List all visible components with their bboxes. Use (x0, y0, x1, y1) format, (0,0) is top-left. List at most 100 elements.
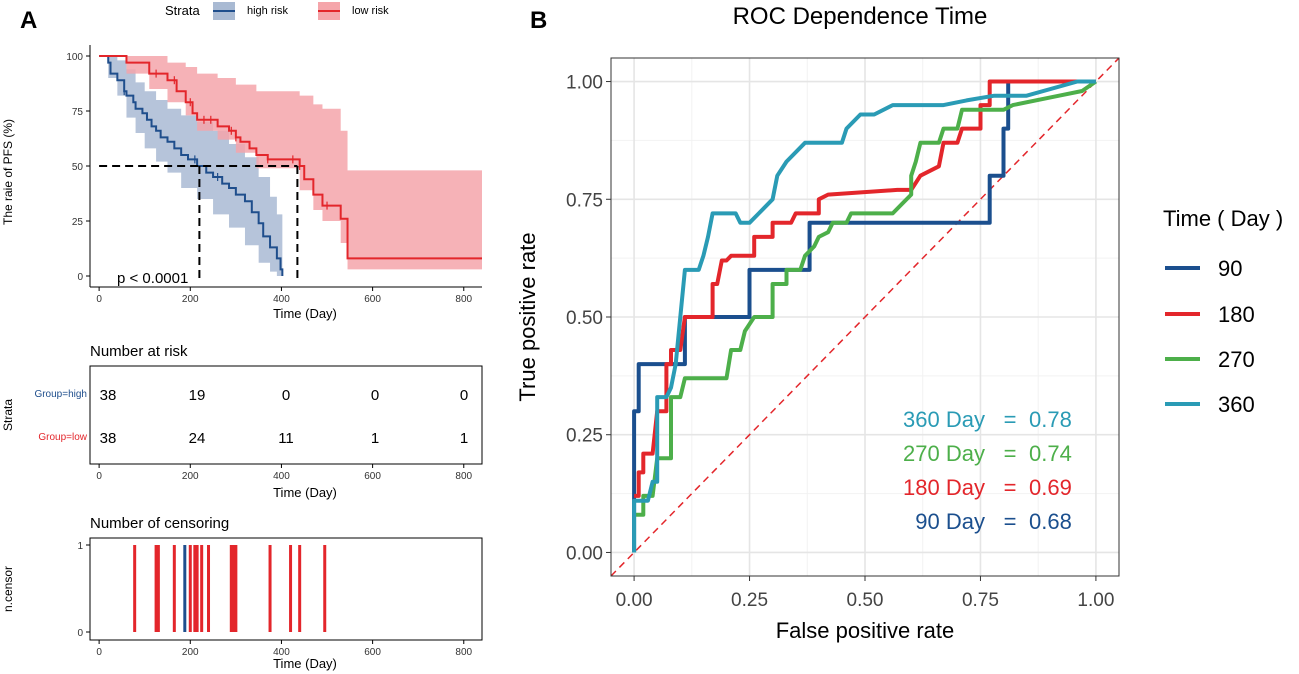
censor-bars (133, 545, 327, 632)
censor-plot: Number of censoring n.censor 0 200 400 600 8… (1, 515, 483, 671)
roc-curve-270 (634, 79, 1098, 517)
risk-cell-high-2: 0 (282, 387, 290, 404)
censor-plot-frame (89, 537, 483, 641)
risk-cell-low-4: 1 (460, 430, 468, 447)
censor-x-tick-label: 200 (182, 647, 199, 658)
km-curve-low (99, 55, 482, 260)
auc-sep-180: = (1004, 475, 1017, 500)
km-y-tick-label: 25 (72, 217, 84, 228)
km-legend-high-label: high risk (247, 5, 288, 17)
roc-legend-label-90: 90 (1218, 256, 1242, 281)
km-x-ticks: 0 200 400 600 800 (96, 287, 473, 305)
roc-y-tick-label: 1.00 (566, 73, 603, 94)
auc-label-270: 270 Day (903, 441, 985, 466)
roc-x-label: False positive rate (776, 618, 955, 643)
risk-cell-low-2: 11 (278, 430, 294, 447)
roc-y-tick-label: 0.25 (566, 426, 603, 447)
risk-cell-high-4: 0 (460, 387, 468, 404)
risk-x-tick-label: 800 (455, 471, 472, 482)
roc-chart: ROC Dependence Time 0.00 0.25 0.50 0.75 1.00… (515, 3, 1283, 643)
km-x-tick-label: 400 (273, 294, 290, 305)
roc-x-tick-label: 0.25 (731, 590, 768, 611)
risk-table-cells: 38 19 0 0 0 38 24 11 1 1 (100, 387, 469, 447)
roc-y-ticks: 0.00 0.25 0.50 0.75 1.00 (566, 73, 611, 564)
risk-row-label-low: Group=low (38, 432, 87, 443)
risk-cell-high-0: 38 (100, 387, 117, 404)
roc-reference-line (610, 57, 1120, 577)
km-band-low (99, 56, 483, 270)
km-y-tick-label: 0 (77, 272, 83, 283)
km-plot: 0 200 400 600 800 0 25 50 75 100 p < 0.0001 Time… (1, 45, 483, 321)
risk-table-title: Number at risk (90, 343, 188, 360)
roc-y-label: True positive rate (515, 232, 540, 401)
auc-value-180: 0.69 (1029, 475, 1072, 500)
panel-a-label: A (20, 7, 37, 34)
auc-sep-360: = (1004, 407, 1017, 432)
km-y-tick-label: 75 (72, 107, 84, 118)
roc-auc-annotations: 360 Day = 0.78 270 Day = 0.74 180 Day = … (903, 407, 1072, 534)
km-y-ticks: 0 25 50 75 100 (66, 52, 90, 283)
risk-cell-high-3: 0 (371, 387, 379, 404)
roc-x-tick-label: 0.75 (962, 590, 999, 611)
roc-x-ticks: 0.00 0.25 0.50 0.75 1.00 (616, 576, 1114, 611)
risk-x-tick-label: 400 (273, 471, 290, 482)
km-median-lines (99, 165, 299, 278)
roc-title: ROC Dependence Time (733, 3, 988, 30)
auc-sep-90: = (1004, 509, 1017, 534)
risk-x-tick-label: 200 (182, 471, 199, 482)
auc-value-270: 0.74 (1029, 441, 1072, 466)
km-x-tick-label: 200 (182, 294, 199, 305)
roc-x-tick-label: 0.50 (847, 590, 884, 611)
risk-cell-high-1: 19 (189, 387, 206, 404)
auc-value-90: 0.68 (1029, 509, 1072, 534)
km-legend: Strata high risk low risk (165, 2, 389, 20)
censor-y-tick-label: 1 (77, 541, 83, 552)
roc-curves (632, 79, 1098, 553)
censor-x-tick-label: 400 (273, 647, 290, 658)
auc-label-90: 90 Day (915, 509, 985, 534)
risk-cell-low-1: 24 (189, 430, 206, 447)
roc-y-tick-label: 0.75 (566, 190, 603, 211)
risk-x-tick-label: 0 (96, 471, 102, 482)
roc-legend: Time ( Day ) 90 180 270 360 (1163, 206, 1283, 417)
km-curves (99, 55, 482, 276)
km-x-tick-label: 800 (455, 294, 472, 305)
censor-x-tick-label: 800 (455, 647, 472, 658)
risk-row-label-high: Group=high (34, 389, 87, 400)
km-pvalue: p < 0.0001 (117, 270, 188, 287)
km-x-label: Time (Day) (273, 306, 337, 321)
roc-legend-label-360: 360 (1218, 392, 1255, 417)
risk-cell-low-0: 38 (100, 430, 117, 447)
auc-label-180: 180 Day (903, 475, 985, 500)
roc-legend-label-270: 270 (1218, 347, 1255, 372)
km-y-label: The raie of PFS (%) (1, 119, 15, 225)
censor-x-tick-label: 0 (96, 647, 102, 658)
risk-x-tick-label: 600 (364, 471, 381, 482)
km-y-tick-label: 100 (66, 52, 83, 63)
roc-legend-label-180: 180 (1218, 302, 1255, 327)
censor-x-label: Time (Day) (273, 656, 337, 671)
km-curve-high (99, 55, 284, 276)
risk-table: Number at risk Strata Group=high Group=l… (1, 343, 483, 500)
risk-cell-low-3: 1 (371, 430, 379, 447)
km-legend-low-label: low risk (352, 5, 389, 17)
risk-table-frame (89, 365, 483, 465)
km-legend-title: Strata (165, 3, 200, 18)
roc-curve-180 (634, 79, 1096, 498)
km-x-tick-label: 0 (96, 294, 102, 305)
roc-legend-title: Time ( Day ) (1163, 206, 1283, 231)
roc-x-tick-label: 0.00 (616, 590, 653, 611)
roc-curve-360 (632, 79, 1096, 553)
km-x-tick-label: 600 (364, 294, 381, 305)
censor-plot-title: Number of censoring (90, 515, 229, 532)
roc-y-tick-label: 0.00 (566, 543, 603, 564)
panel-b-label: B (530, 7, 547, 34)
km-y-tick-label: 50 (72, 162, 84, 173)
roc-y-tick-label: 0.50 (566, 308, 603, 329)
risk-table-y-label: Strata (1, 399, 15, 431)
risk-x-ticks: 0 200 400 600 800 (96, 464, 473, 482)
roc-x-tick-label: 1.00 (1077, 590, 1114, 611)
risk-x-label: Time (Day) (273, 485, 337, 500)
roc-curve-90 (632, 79, 1096, 553)
